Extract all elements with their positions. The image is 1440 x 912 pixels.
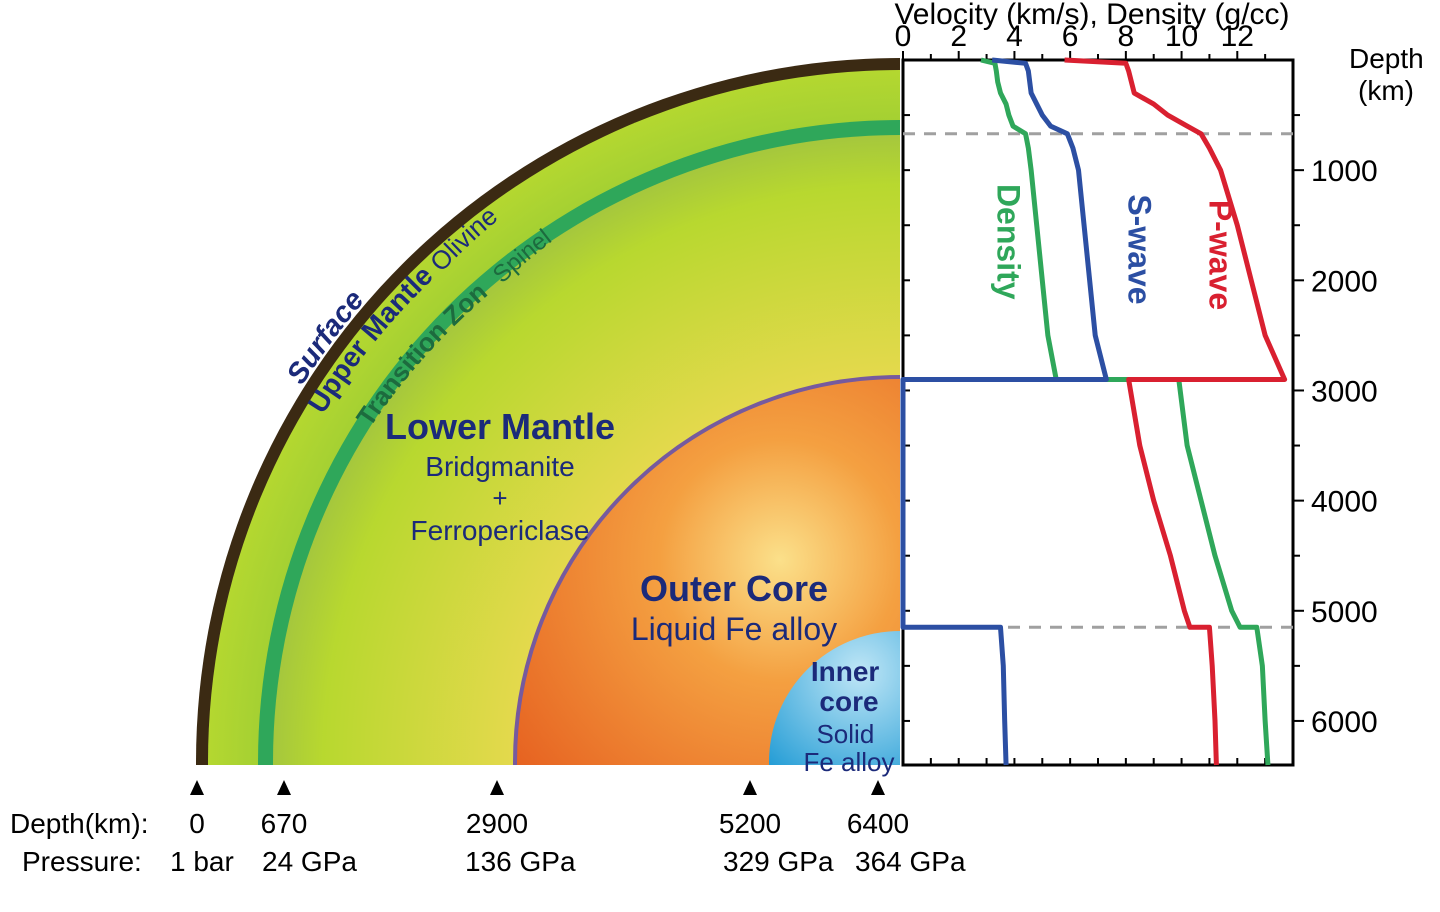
pressure-tick: 1 bar (170, 846, 234, 877)
label-solid-fe: Solid Fe alloy (803, 719, 894, 777)
x-tick: 2 (950, 20, 967, 53)
bottom-axis: 0 670 2900 5200 6400 1 bar 24 GPa 136 GPa 329 GP… (170, 780, 966, 877)
x-tick: 8 (1118, 20, 1135, 53)
velocity-density-chart: Velocity (km/s), Density (g/cc)Depth(km)… (894, 0, 1423, 765)
earth-structure-diagram: Surface Upper Mantle Olivine Transition … (0, 0, 1440, 912)
x-tick: 12 (1221, 20, 1254, 53)
y-tick: 1000 (1311, 155, 1378, 188)
y-tick: 3000 (1311, 375, 1378, 408)
label-liquid-fe: Liquid Fe alloy (631, 611, 837, 647)
depth-tick: 5200 (719, 808, 781, 839)
axis-pressure-label: Pressure: (22, 846, 142, 877)
depth-tick: 6400 (847, 808, 909, 839)
y-tick: 5000 (1311, 596, 1378, 629)
pressure-tick: 364 GPa (855, 846, 966, 877)
y-tick: 4000 (1311, 486, 1378, 519)
pressure-tick: 136 GPa (465, 846, 576, 877)
label-swave: S-wave (1122, 194, 1158, 304)
depth-tick: 670 (261, 808, 308, 839)
label-plus: + (492, 483, 507, 513)
x-tick: 10 (1165, 20, 1198, 53)
y-tick: 6000 (1311, 706, 1378, 739)
label-pwave: P-wave (1202, 200, 1238, 310)
axis-depth-label: Depth(km): (10, 808, 148, 839)
label-inner-core: Inner core (811, 656, 887, 717)
label-bridgmanite: Bridgmanite (425, 451, 574, 482)
pressure-tick: 24 GPa (262, 846, 357, 877)
depth-tick: 0 (189, 808, 205, 839)
label-transition-zone: Transition Zone (0, 0, 493, 431)
pressure-tick: 329 GPa (723, 846, 834, 877)
y-tick: 2000 (1311, 265, 1378, 298)
x-tick: 4 (1006, 20, 1023, 53)
diagram-svg: Surface Upper Mantle Olivine Transition … (0, 0, 1440, 912)
x-tick: 6 (1062, 20, 1079, 53)
depth-tick: 2900 (466, 808, 528, 839)
label-ferropericlase: Ferropericlase (411, 515, 590, 546)
label-density: Density (991, 184, 1027, 300)
x-tick: 0 (895, 20, 912, 53)
label-outer-core: Outer Core (640, 568, 828, 609)
depth-axis-unit: (km) (1358, 75, 1414, 106)
chart-frame (903, 60, 1293, 765)
label-lower-mantle: Lower Mantle (385, 406, 615, 447)
depth-axis-label: Depth (1349, 43, 1424, 74)
